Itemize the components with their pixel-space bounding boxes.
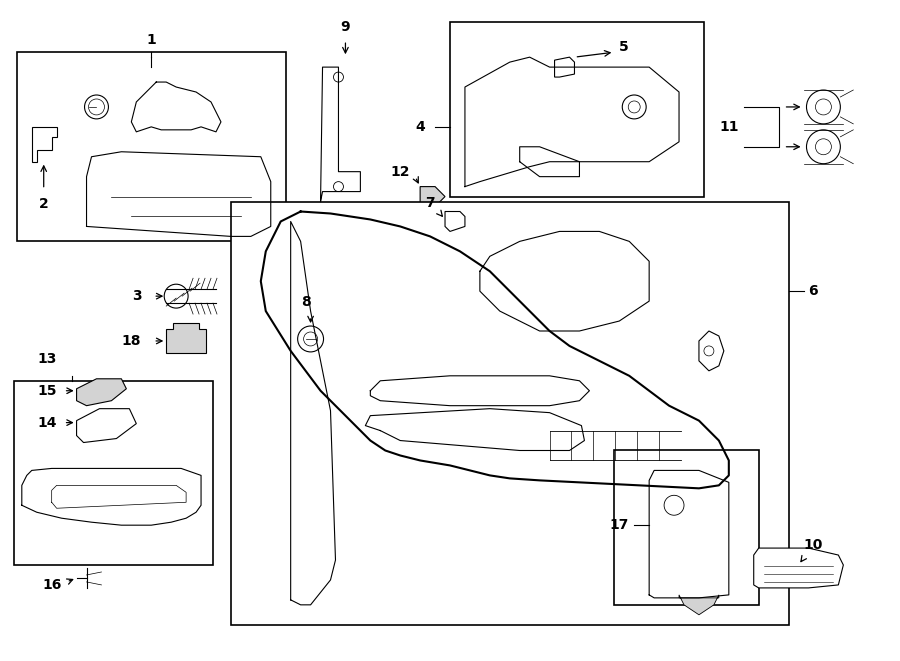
- Bar: [615, 451, 759, 605]
- Text: 9: 9: [340, 20, 350, 34]
- Text: 1: 1: [147, 33, 156, 47]
- Text: 13: 13: [37, 352, 57, 366]
- Polygon shape: [32, 127, 57, 162]
- Polygon shape: [76, 379, 126, 406]
- Text: 6: 6: [808, 284, 818, 298]
- Text: 18: 18: [122, 334, 141, 348]
- Polygon shape: [679, 595, 719, 615]
- Bar: [17, 52, 285, 241]
- Polygon shape: [699, 331, 724, 371]
- Polygon shape: [420, 186, 445, 206]
- Bar: [231, 202, 788, 625]
- Text: 17: 17: [610, 518, 629, 532]
- Polygon shape: [76, 408, 136, 442]
- Polygon shape: [753, 548, 843, 588]
- Text: 16: 16: [42, 578, 61, 592]
- Text: 8: 8: [301, 295, 310, 309]
- Text: 7: 7: [426, 196, 435, 210]
- Text: 14: 14: [37, 416, 57, 430]
- Polygon shape: [166, 323, 206, 353]
- Text: 4: 4: [416, 120, 425, 134]
- Bar: [14, 381, 213, 565]
- Bar: [450, 22, 704, 196]
- Polygon shape: [445, 212, 465, 231]
- Text: 15: 15: [37, 384, 57, 398]
- Polygon shape: [554, 57, 574, 77]
- Text: 12: 12: [391, 165, 410, 178]
- Text: 5: 5: [619, 40, 629, 54]
- Text: 3: 3: [131, 289, 141, 303]
- Text: 11: 11: [719, 120, 739, 134]
- Text: 2: 2: [39, 196, 49, 211]
- Text: 10: 10: [804, 538, 823, 552]
